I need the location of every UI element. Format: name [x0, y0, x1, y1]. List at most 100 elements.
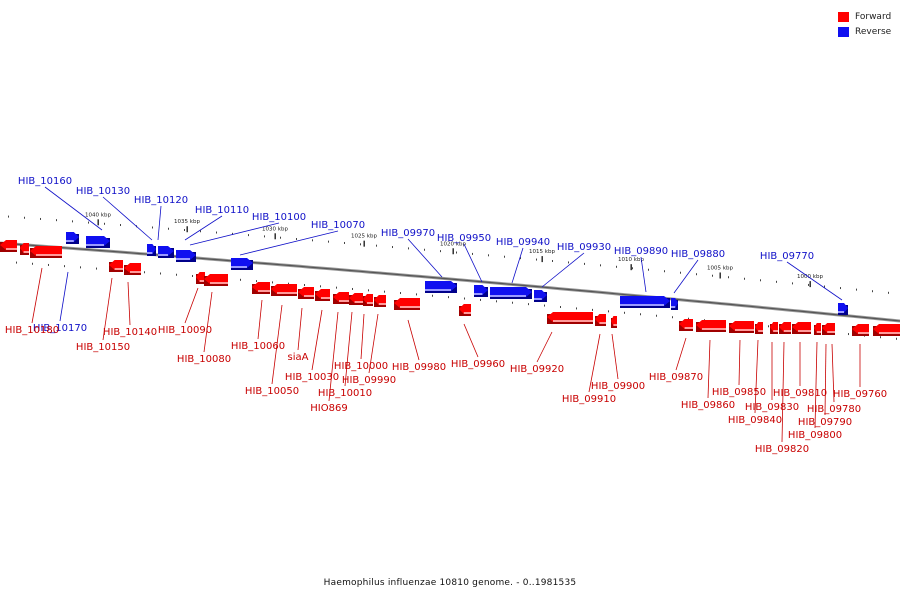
reverse-gene-arrow	[838, 303, 848, 313]
minor-tick-upper	[392, 246, 393, 249]
forward-gene-arrow-highlight	[36, 254, 62, 256]
minor-tick-upper	[712, 274, 713, 277]
forward-gene-arrow	[315, 289, 330, 299]
leader-line	[297, 307, 303, 351]
minor-tick-upper	[504, 255, 505, 258]
reverse-gene-arrow-highlight	[534, 298, 542, 300]
reverse-gene-arrow-highlight	[66, 240, 74, 242]
minor-tick-upper	[888, 291, 889, 294]
gene-label: HIB_10170	[33, 323, 87, 334]
reverse-gene-arrow-highlight	[474, 293, 483, 295]
minor-tick-upper	[488, 254, 489, 257]
forward-gene-arrow	[792, 322, 811, 332]
gene-label: HIB_10110	[195, 205, 249, 216]
gene-label: HIB_09820	[755, 444, 809, 455]
minor-tick-lower	[192, 274, 193, 277]
minor-tick-upper	[312, 239, 313, 242]
forward-gene-arrow-highlight	[277, 292, 297, 294]
minor-tick-lower	[560, 305, 561, 308]
minor-tick-lower	[592, 308, 593, 311]
gene-label: HIB_10120	[134, 195, 188, 206]
leader-line	[102, 196, 153, 241]
minor-tick-upper	[824, 285, 825, 288]
minor-tick-upper	[792, 282, 793, 285]
minor-tick-upper	[872, 290, 873, 293]
reverse-gene-arrow	[620, 296, 670, 306]
forward-gene-arrow-highlight	[258, 290, 270, 292]
gene-label: HIB_09800	[788, 430, 842, 441]
minor-tick-upper	[24, 216, 25, 219]
forward-gene-arrow	[252, 282, 270, 292]
leader-line	[754, 339, 759, 414]
leader-line	[707, 339, 711, 399]
forward-gene-arrow-highlight	[210, 282, 228, 284]
gene-label: HIB_09910	[562, 394, 616, 405]
minor-tick-upper	[376, 244, 377, 247]
minor-tick-upper	[168, 227, 169, 230]
legend-item-reverse: Reverse	[838, 24, 891, 39]
minor-tick-upper	[104, 222, 105, 225]
minor-tick-upper	[216, 231, 217, 234]
minor-tick-lower	[480, 298, 481, 301]
gene-label: HIB_09810	[773, 388, 827, 399]
leader-line	[463, 243, 483, 283]
reverse-swatch	[838, 26, 849, 37]
gene-label: HIB_09940	[496, 237, 550, 248]
tick-label-1015: 1015 kbp	[529, 249, 555, 255]
leader-line	[536, 331, 553, 363]
leader-line	[189, 222, 280, 246]
minor-tick-lower	[688, 317, 689, 320]
forward-gene-arrow	[779, 322, 791, 332]
tick-label-1020: 1020 kbp	[440, 241, 466, 247]
reverse-gene-arrow-highlight	[147, 252, 153, 254]
major-tick	[630, 264, 632, 271]
leader-line	[541, 252, 585, 288]
leader-line	[407, 319, 420, 361]
tick-label-1030: 1030 kbp	[262, 226, 288, 232]
forward-gene-arrow-highlight	[130, 271, 141, 273]
minor-tick-lower	[512, 301, 513, 304]
major-tick	[363, 240, 365, 247]
gene-label: HIB_09780	[807, 404, 861, 415]
forward-gene-arrow-highlight	[684, 327, 693, 329]
minor-tick-upper	[648, 268, 649, 271]
reverse-gene-arrow	[231, 258, 253, 268]
forward-gene-arrow	[755, 322, 763, 332]
gene-label: HIB_09880	[671, 249, 725, 260]
minor-tick-lower	[16, 261, 17, 264]
forward-gene-arrow	[271, 284, 297, 294]
minor-tick-upper	[232, 232, 233, 235]
gene-label: HIB_09890	[614, 246, 668, 257]
tick-label-1010: 1010 kbp	[618, 257, 644, 263]
leader-line	[831, 343, 835, 403]
major-tick	[809, 281, 811, 288]
minor-tick-lower	[32, 262, 33, 265]
minor-tick-lower	[656, 314, 657, 317]
leader-line	[824, 343, 827, 416]
minor-tick-upper	[680, 271, 681, 274]
forward-gene-arrow-highlight	[114, 268, 123, 270]
tick-label-1005: 1005 kbp	[707, 265, 733, 271]
minor-tick-lower	[256, 280, 257, 283]
forward-gene-arrow-highlight	[798, 330, 811, 332]
major-tick	[97, 219, 99, 226]
tick-label-1035: 1035 kbp	[174, 219, 200, 225]
leader-line	[102, 277, 113, 341]
forward-gene-arrow	[204, 274, 228, 284]
minor-tick-lower	[576, 307, 577, 310]
minor-tick-lower	[64, 265, 65, 268]
forward-gene-arrow-highlight	[879, 332, 900, 334]
leader-line	[184, 287, 199, 324]
minor-tick-upper	[344, 241, 345, 244]
minor-tick-lower	[496, 300, 497, 303]
forward-gene-arrow-highlight	[321, 297, 330, 299]
forward-gene-arrow-highlight	[339, 300, 349, 302]
leader-line	[31, 267, 43, 324]
minor-tick-lower	[400, 292, 401, 295]
reverse-gene-arrow-highlight	[838, 311, 844, 313]
forward-gene-arrow-highlight	[816, 331, 821, 333]
minor-tick-upper	[88, 221, 89, 224]
gene-label: HIB_09870	[649, 372, 703, 383]
forward-gene-arrow-highlight	[199, 280, 205, 282]
forward-gene-arrow	[696, 320, 726, 330]
